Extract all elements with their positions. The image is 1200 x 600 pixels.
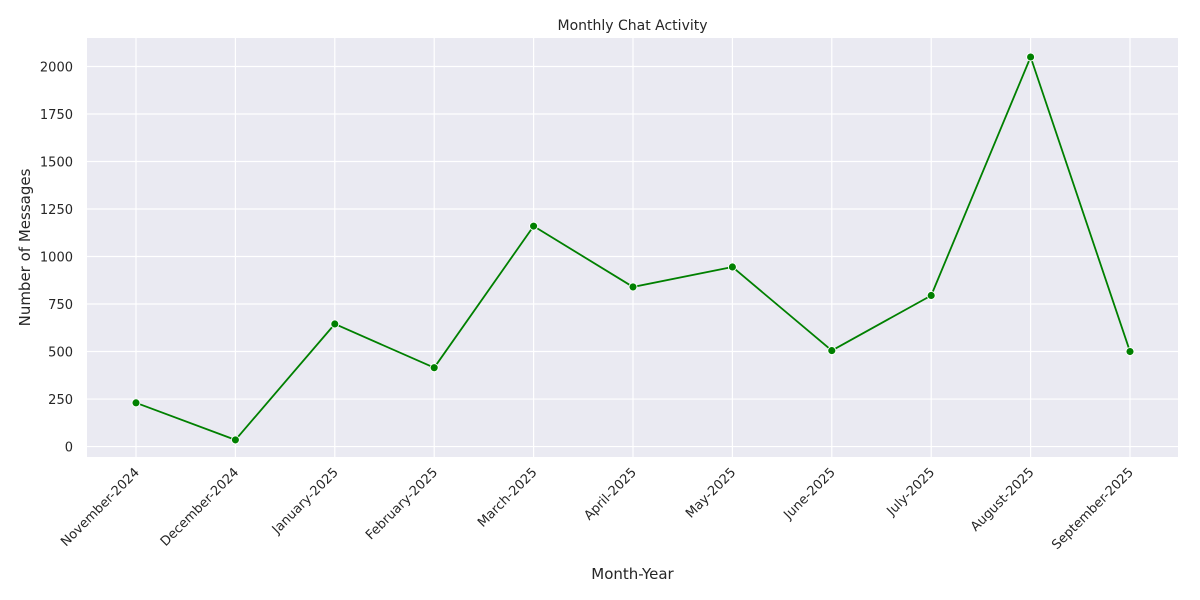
x-tick-label: May-2025 bbox=[683, 465, 739, 521]
data-point bbox=[429, 363, 439, 373]
y-tick-label: 1000 bbox=[40, 251, 73, 266]
y-tick-label: 250 bbox=[48, 393, 73, 408]
series-layer bbox=[131, 52, 1135, 445]
chart-title: Monthly Chat Activity bbox=[557, 18, 707, 34]
data-point bbox=[230, 435, 240, 445]
data-point bbox=[727, 262, 737, 272]
data-point bbox=[628, 282, 638, 292]
y-tick-label: 1750 bbox=[40, 108, 73, 123]
y-tick-label: 2000 bbox=[40, 61, 73, 76]
y-axis-label: Number of Messages bbox=[16, 168, 34, 326]
x-tick-label: January-2025 bbox=[269, 465, 342, 538]
y-tick-label: 1500 bbox=[40, 156, 73, 171]
x-axis-label: Month-Year bbox=[591, 565, 674, 583]
x-tick-label: April-2025 bbox=[581, 465, 639, 523]
data-point bbox=[827, 346, 837, 356]
x-tick-label: February-2025 bbox=[363, 465, 441, 543]
data-point bbox=[1125, 347, 1135, 356]
y-tick-label: 500 bbox=[48, 346, 73, 361]
x-tick-label: December-2024 bbox=[158, 465, 242, 549]
data-point bbox=[330, 319, 340, 329]
y-tick-label: 750 bbox=[48, 298, 73, 313]
grid-layer bbox=[87, 38, 1178, 457]
data-point bbox=[1026, 52, 1036, 62]
x-tick-label: July-2025 bbox=[884, 465, 938, 519]
x-tick-label: March-2025 bbox=[475, 465, 540, 530]
x-tick-label: November-2024 bbox=[58, 465, 143, 550]
y-tick-label: 0 bbox=[65, 441, 73, 456]
data-point bbox=[131, 398, 141, 408]
x-tick-label: August-2025 bbox=[968, 465, 1037, 534]
y-tick-label: 1250 bbox=[40, 203, 73, 218]
data-point bbox=[926, 291, 936, 300]
x-tick-label: September-2025 bbox=[1049, 465, 1137, 553]
data-point bbox=[529, 221, 539, 231]
x-tick-label: June-2025 bbox=[781, 465, 839, 523]
